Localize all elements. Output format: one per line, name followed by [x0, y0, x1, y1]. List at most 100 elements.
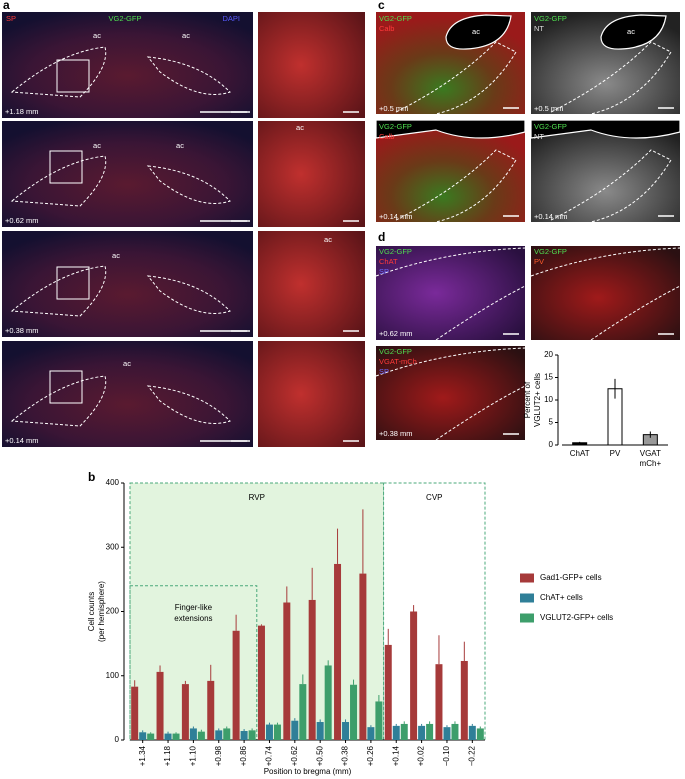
region-outline [550, 149, 672, 223]
bar [223, 728, 231, 740]
y-tick-label: 100 [106, 671, 120, 680]
image-label: +1.18 mm [5, 107, 39, 116]
image-label: +0.38 mm [379, 429, 413, 438]
x-tick-label: +0.02 [417, 745, 426, 766]
image-label: ac [112, 251, 120, 260]
micrograph [376, 246, 525, 340]
bar [240, 731, 248, 740]
micrograph [2, 341, 253, 447]
bar [164, 733, 172, 740]
x-tick-label: −0.10 [442, 745, 451, 766]
image-label: VGAT-mCh [379, 357, 417, 366]
region-outline [395, 41, 517, 115]
panel-letter: a [3, 0, 10, 12]
micrograph [376, 346, 525, 440]
region-outline [395, 149, 517, 223]
bar [156, 671, 164, 740]
y-axis-label: VGLUT2+ cells [533, 373, 542, 427]
bar [451, 723, 459, 740]
bar [248, 730, 256, 740]
bar [283, 602, 291, 740]
bar [299, 684, 307, 740]
bar [443, 727, 451, 740]
image-label: NT [534, 24, 544, 33]
bar [215, 730, 223, 740]
x-tick-label: +0.50 [315, 745, 324, 766]
region-label: RVP [249, 493, 265, 502]
x-tick-label: PV [610, 449, 621, 458]
image-label: ac [93, 31, 101, 40]
panel-letter: d [378, 230, 385, 244]
y-tick-label: 0 [115, 735, 120, 744]
image-label: ac [182, 31, 190, 40]
region-outline [10, 155, 231, 207]
region-label: extensions [174, 614, 212, 623]
bar [324, 665, 332, 740]
image-label: ac [176, 141, 184, 150]
bar [426, 723, 434, 740]
y-axis-label: (per hemisphere) [97, 581, 106, 642]
micrograph [258, 231, 365, 337]
y-tick-label: 0 [549, 440, 554, 449]
image-label: PV [534, 257, 544, 266]
zoom-box [49, 370, 83, 404]
y-tick-label: 5 [549, 418, 554, 427]
legend-label: VGLUT2-GFP+ cells [540, 613, 613, 622]
micrograph [531, 246, 680, 340]
image-label: +0.5 mm [534, 104, 563, 113]
image-label: ac [93, 141, 101, 150]
ac-outline [375, 119, 526, 139]
bar [147, 733, 155, 740]
bar [308, 599, 316, 740]
bar [375, 701, 383, 740]
bar [232, 630, 240, 740]
region-label: Finger-like [175, 603, 213, 612]
image-label: SP [379, 267, 389, 276]
legend-swatch [520, 593, 534, 603]
bar [435, 664, 443, 740]
micrograph [258, 121, 365, 227]
region-outline [10, 265, 231, 317]
bar [342, 722, 350, 740]
y-axis-label: Percent of [523, 381, 532, 418]
bar [291, 720, 299, 740]
x-tick-label: +0.38 [341, 745, 350, 766]
bar [181, 684, 189, 740]
zoom-box [56, 266, 90, 300]
image-label: SP [379, 367, 389, 376]
legend-label: Gad1-GFP+ cells [540, 573, 602, 582]
region-outline [530, 247, 681, 341]
bar [197, 731, 205, 740]
x-tick-label: +0.26 [366, 745, 375, 766]
y-tick-label: 200 [106, 607, 120, 616]
image-label: VG2-GFP [534, 122, 567, 131]
bar [207, 680, 215, 740]
bar [189, 728, 197, 740]
x-tick-label: VGAT [640, 449, 661, 458]
bar [460, 660, 468, 740]
micrograph [258, 341, 365, 447]
x-tick-label: −0.22 [467, 745, 476, 766]
x-tick-label: +0.98 [214, 745, 223, 766]
panel-letter: b [88, 470, 95, 484]
image-label: +0.62 mm [5, 216, 39, 225]
image-label: Calb [379, 24, 394, 33]
image-label: ChAT [379, 257, 398, 266]
y-tick-label: 400 [106, 478, 120, 487]
zoom-box [49, 150, 83, 184]
image-label: ac [296, 123, 304, 132]
image-label: VG2-GFP [534, 247, 567, 256]
bar [131, 686, 139, 740]
x-tick-label: +0.86 [239, 745, 248, 766]
bar [410, 611, 418, 740]
x-tick-label: +1.10 [189, 745, 198, 766]
bar [334, 563, 342, 740]
micrograph [2, 12, 253, 118]
legend-label: ChAT+ cells [540, 593, 583, 602]
bar [257, 625, 265, 740]
bar [468, 725, 476, 740]
image-label: +0.62 mm [379, 329, 413, 338]
image-label: NT [534, 132, 544, 141]
image-label: VG2-GFP [379, 122, 412, 131]
